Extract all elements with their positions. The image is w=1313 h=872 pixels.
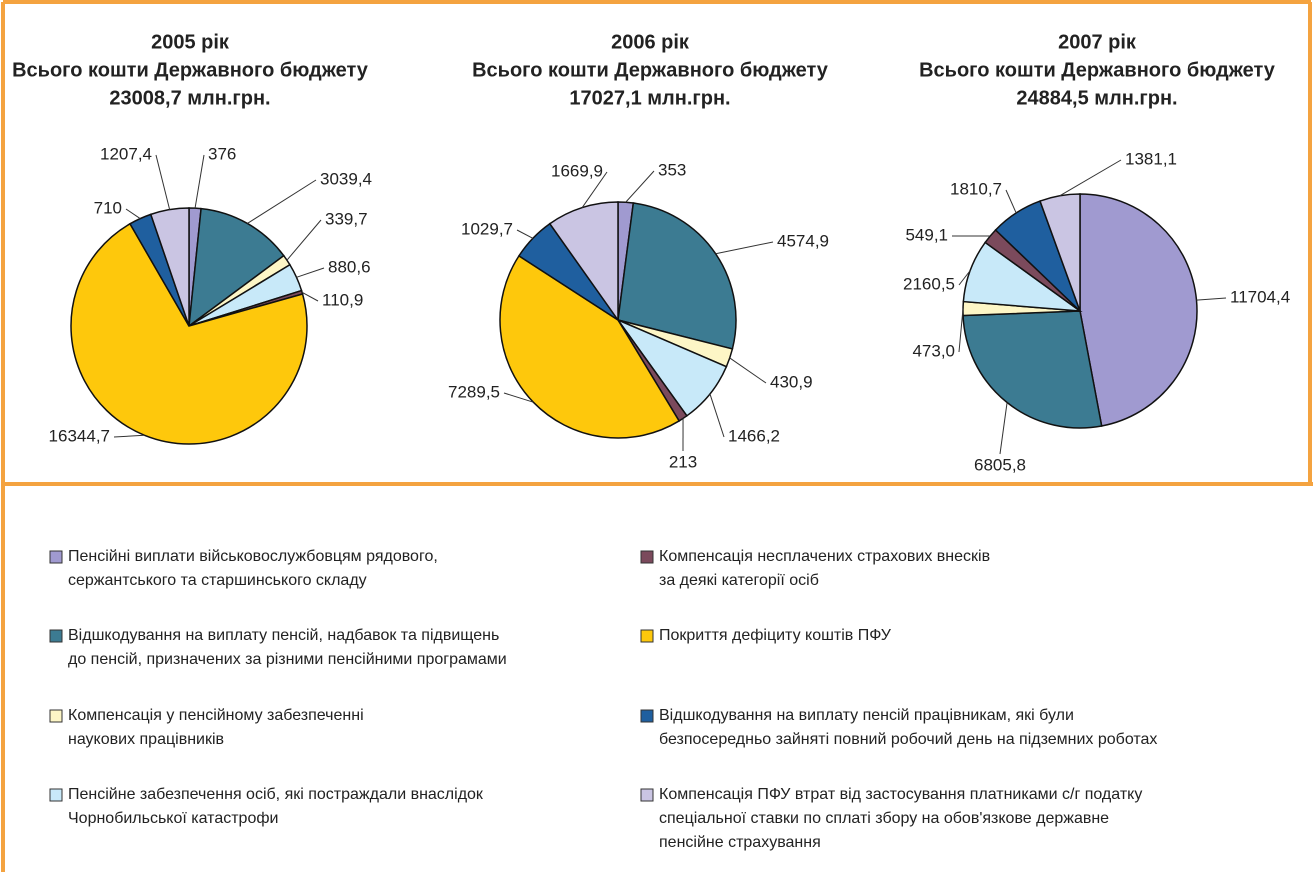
leader-line [516,229,534,239]
legend-label: сержантського та старшинського складу [68,572,367,589]
data-label: 1466,2 [728,426,780,445]
leader-line [709,393,725,438]
chart-subtitle: Всього кошти Державного бюджету [919,59,1276,81]
leader-line [286,219,322,261]
chart-subtitle: Всього кошти Державного бюджету [12,59,369,81]
data-label: 2160,5 [903,274,955,293]
chart-subtitle: 23008,7 млн.грн. [109,87,270,109]
pie-slice [548,201,619,323]
data-label: 16344,7 [49,426,110,445]
legend-swatch [640,550,654,564]
data-label: 7289,5 [448,382,500,401]
pie-slice [1079,193,1198,427]
leader-line [625,170,655,203]
data-label: 376 [208,144,236,163]
chart-title: 2005 рік [151,31,230,53]
pie-slice [1039,193,1081,312]
data-label: 1669,9 [551,161,603,180]
leader-line [999,402,1008,455]
data-label: 1810,7 [950,179,1002,198]
leader-line [958,308,964,353]
data-label: 1029,7 [461,219,513,238]
data-label: 473,0 [912,341,955,360]
legend-swatch [49,550,63,564]
pie-slice [962,310,1103,429]
data-label: 430,9 [770,372,813,391]
legend-label: наукових працівників [68,731,224,748]
legend-label: спеціальної ставки по сплаті збору на об… [659,810,1109,827]
legend-swatch [49,788,63,802]
legend-label: Чорнобильської катастрофи [68,810,278,827]
data-label: 353 [658,160,686,179]
data-label: 110,9 [322,290,363,309]
legend-label: за деякі категорії осіб [659,572,819,589]
leader-line [1005,189,1017,214]
legend-label: Пенсійне забезпечення осіб, які постражд… [68,786,484,803]
pie-slice [149,207,190,327]
legend-label: Відшкодування на виплату пенсій, надбаво… [68,627,499,644]
pie-slice [617,202,737,350]
data-label: 3039,4 [320,169,372,188]
legend-label: Пенсійні виплати військовослужбовцям ряд… [68,548,438,565]
chart-subtitle: 17027,1 млн.грн. [569,87,730,109]
chart-title: 2006 рік [611,31,690,53]
legend-label: безпосередньо зайняті повний робочий ден… [659,731,1157,748]
chart-title: 2007 рік [1058,31,1137,53]
chart-subtitle: 24884,5 млн.грн. [1016,87,1177,109]
data-label: 549,1 [905,225,948,244]
leader-line [296,267,325,278]
leader-line [247,179,317,224]
leader-line [125,208,141,219]
leader-line [729,357,767,384]
data-label: 6805,8 [974,455,1026,474]
leader-line [301,291,319,302]
legend-swatch [49,629,63,643]
leader-line [1059,159,1122,197]
legend-label: до пенсій, призначених за різними пенсій… [68,651,507,668]
data-label: 4574,9 [777,231,829,250]
legend-swatch [640,709,654,723]
data-label: 339,7 [325,209,368,228]
pie-slice [188,207,285,328]
data-label: 1381,1 [1125,149,1177,168]
leader-line [715,241,774,255]
leader-line [581,171,608,208]
legend-swatch [640,629,654,643]
legend-label: Компенсація ПФУ втрат від застосування п… [659,786,1142,803]
pie-slice [499,254,681,439]
data-label: 710 [94,198,122,217]
leader-line [958,270,971,286]
leader-line [194,154,205,209]
legend-label: пенсійне страхування [659,834,821,851]
data-label: 11704,4 [1230,287,1290,306]
legend-swatch [640,788,654,802]
legend-swatch [49,709,63,723]
data-label: 213 [669,452,697,471]
legend-label: Покриття дефіциту коштів ПФУ [659,627,892,644]
legend-label: Компенсація у пенсійному забезпеченні [68,707,364,724]
leader-line [155,154,171,210]
leader-line [113,434,145,438]
data-label: 880,6 [328,257,371,276]
legend-label: Відшкодування на виплату пенсій працівни… [659,707,1074,724]
chart-subtitle: Всього кошти Державного бюджету [472,59,829,81]
legend-label: Компенсація несплачених страхових внескі… [659,548,990,565]
data-label: 1207,4 [100,144,152,163]
leader-line [1196,297,1227,301]
leader-line [503,392,534,403]
pie-slice [70,222,308,445]
